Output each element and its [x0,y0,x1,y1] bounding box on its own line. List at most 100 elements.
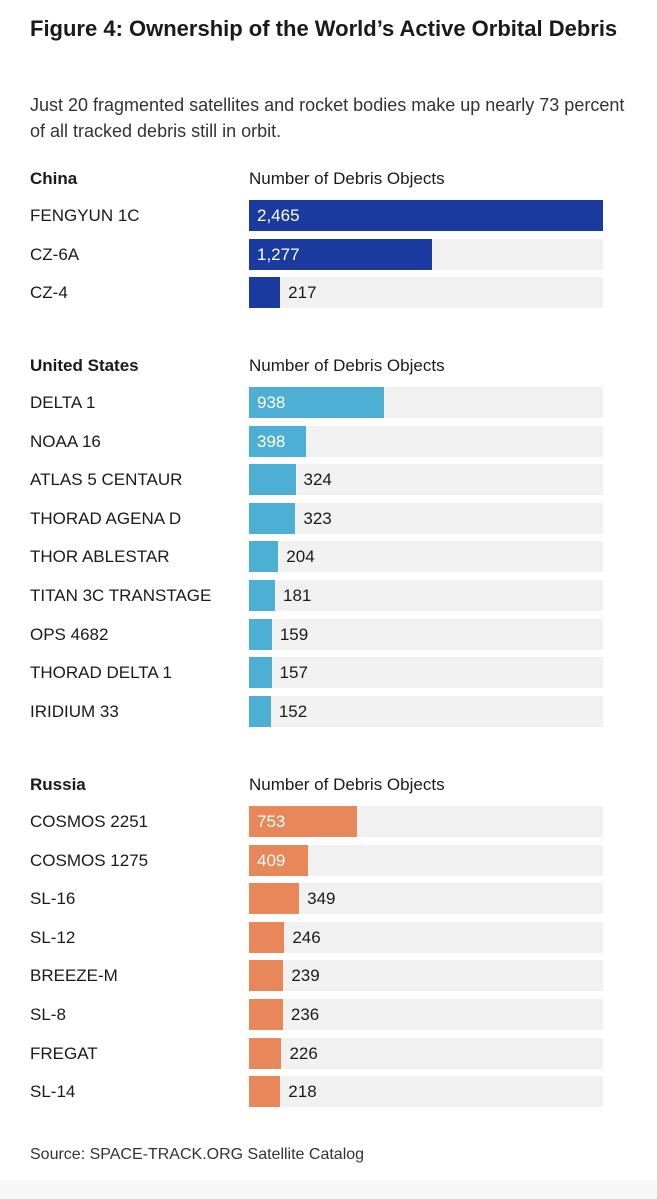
bar [249,1037,282,1069]
bar [249,200,603,231]
bar [249,238,433,270]
value-label: 938 [257,393,286,412]
category-label: CZ-6A [30,244,80,264]
bar-row: FREGAT 226 [0,1037,657,1069]
category-label: THOR ABLESTAR [30,547,170,567]
bar-row: SL-16 349 [0,883,657,915]
bar-track: 398 [249,425,603,457]
value-label: 753 [257,812,286,831]
bar [249,883,300,915]
bar-row: SL-14 218 [0,1076,657,1108]
bar-track: 226 [249,1037,603,1069]
bar [249,541,279,573]
bar-track: 323 [249,502,603,534]
bar-track: 753 [249,806,603,837]
bar-track: 938 [249,387,603,418]
value-label: 324 [303,470,332,490]
category-label: IRIDIUM 33 [30,701,119,721]
bar [249,502,296,534]
category-label: THORAD DELTA 1 [30,663,173,683]
value-label: 323 [303,508,332,528]
value-label: 217 [288,283,317,303]
axis-label: Number of Debris Objects [249,356,445,375]
value-label: 159 [279,624,309,644]
bar-track: 246 [249,921,603,953]
bar-row: COSMOS 1275 409 [0,844,657,876]
value-label: 157 [279,663,308,683]
bar-track: 2,465 [249,200,603,231]
bar [249,960,284,992]
bar-track: 409 [249,844,603,876]
bar-track: 239 [249,960,603,992]
axis-label: Number of Debris Objects [249,169,445,188]
category-label: FENGYUN 1C [30,206,140,225]
category-label: ATLAS 5 CENTAUR [30,470,183,490]
bar-row: IRIDIUM 33 152 [0,695,657,727]
bar-row: THOR ABLESTAR 204 [0,541,657,573]
bar-track: 217 [249,277,603,309]
category-label: CZ-4 [30,283,68,303]
bar-row: NOAA 16 398 [0,425,657,457]
bar-row: BREEZE-M 239 [0,960,657,992]
bar-track: 349 [249,883,603,915]
bar-row: COSMOS 2251 753 [0,806,657,837]
value-label: 409 [257,850,286,870]
section-title: Russia [30,775,86,794]
value-label: 204 [286,547,315,567]
bar [249,1076,281,1108]
category-label: DELTA 1 [30,393,96,412]
axis-label: Number of Debris Objects [249,775,445,794]
category-label: OPS 4682 [30,624,109,644]
bar-track: 152 [249,695,603,727]
category-label: BREEZE-M [30,966,118,986]
value-label: 2,465 [257,206,300,225]
category-label: THORAD AGENA D [30,508,182,528]
bar-track: 181 [249,580,603,611]
category-label: COSMOS 2251 [30,812,149,831]
bar-row: SL-8 236 [0,999,657,1030]
value-label: 152 [278,701,308,721]
bar-row: SL-12 246 [0,921,657,953]
category-label: SL-12 [30,927,76,947]
value-label: 349 [307,889,336,909]
bar [249,277,281,309]
bar-track: 236 [249,999,603,1030]
chart-subtitle: Just 20 fragmented satellites and rocket… [30,95,625,141]
value-label: 239 [291,966,320,986]
bar [249,921,285,953]
bar-track: 218 [249,1076,603,1108]
section-title: United States [30,356,139,375]
bar-track: 159 [249,618,603,650]
bar-track: 157 [249,657,603,689]
bar [249,618,272,650]
bar-row: THORAD DELTA 1 157 [0,657,657,689]
bar [249,657,272,689]
footer-band [0,1180,657,1199]
value-label: 181 [282,586,312,605]
bar-row: THORAD AGENA D 323 [0,502,657,534]
bar [249,695,271,727]
chart-title: Figure 4: Ownership of the World’s Activ… [30,16,618,41]
source-note: Source: SPACE-TRACK.ORG Satellite Catalo… [30,1146,365,1163]
category-label: FREGAT [30,1043,98,1063]
bar [249,464,296,496]
bar [249,580,275,611]
bar-track: 204 [249,541,603,573]
bar-row: CZ-4 217 [0,277,657,309]
category-label: COSMOS 1275 [30,850,149,870]
value-label: 398 [257,431,286,451]
section-title: China [30,169,78,188]
category-label: NOAA 16 [30,431,101,451]
category-label: SL-16 [30,889,76,909]
bar [249,999,283,1030]
value-label: 246 [292,927,321,947]
bar-track: 1,277 [249,238,603,270]
bar-row: OPS 4682 159 [0,618,657,650]
bar-row: DELTA 1 938 [0,387,657,418]
bar-track: 324 [249,464,603,496]
bar-row: CZ-6A 1,277 [0,238,657,270]
bar [249,806,358,837]
category-label: SL-8 [30,1005,66,1024]
bar [249,387,384,418]
value-label: 1,277 [257,244,300,264]
